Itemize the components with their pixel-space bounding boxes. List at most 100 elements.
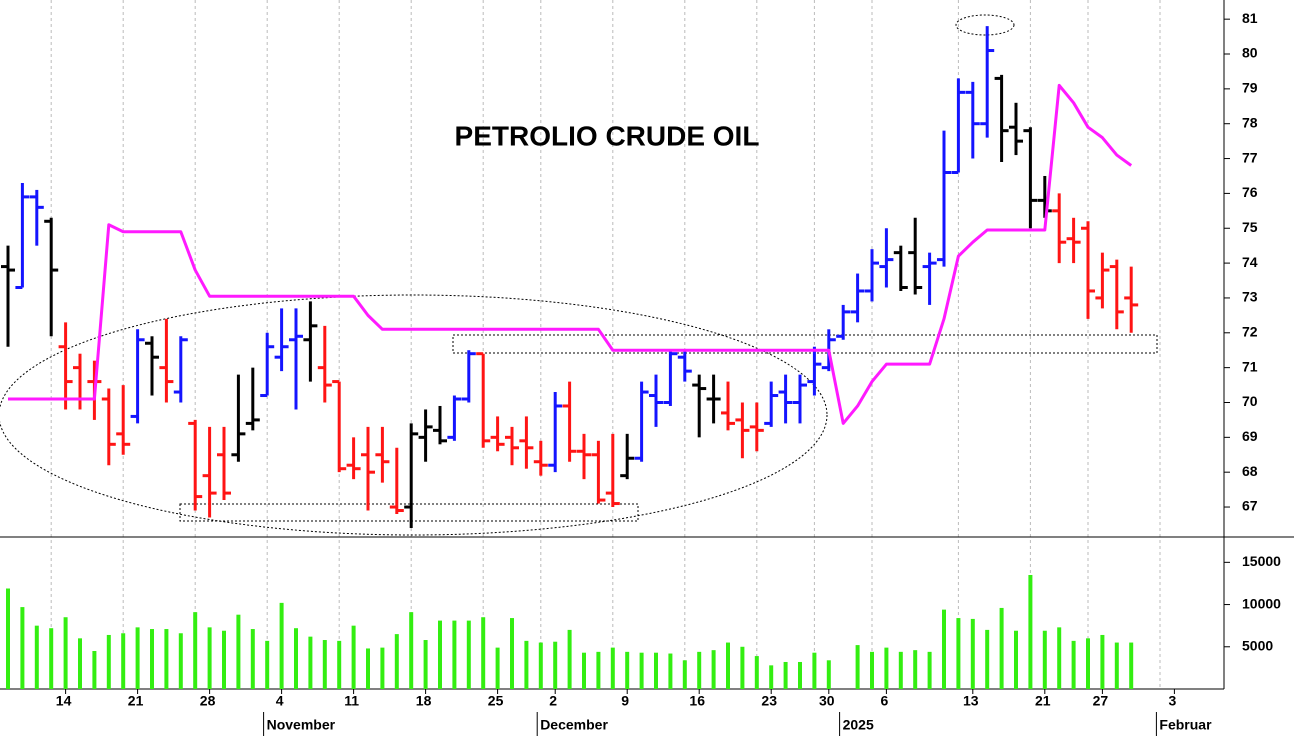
month-label: Februar [1159, 717, 1212, 733]
x-tick-label: 21 [128, 693, 144, 709]
volume-bar [682, 660, 687, 689]
x-tick-label: 14 [56, 693, 72, 709]
volume-bar [985, 629, 990, 689]
volume-bar [106, 634, 111, 689]
x-tick-label: 16 [689, 693, 705, 709]
annotation-ellipse [955, 14, 1015, 36]
volume-bar [754, 656, 759, 689]
y-tick-label: 71 [1242, 358, 1258, 374]
y-tick-label: 69 [1242, 428, 1258, 444]
volume-bar [798, 661, 802, 689]
volume-bar [625, 651, 630, 689]
volume-bar [63, 617, 68, 689]
y-tick-label: 78 [1242, 114, 1258, 130]
month-label: December [540, 717, 608, 733]
x-tick-label: 2 [549, 693, 557, 709]
volume-bar [1057, 627, 1062, 689]
y-tick-label: 73 [1242, 289, 1258, 305]
y-tick-label: 10000 [1242, 595, 1281, 611]
volume-bar [6, 588, 10, 689]
annotation-ellipse [0, 294, 828, 536]
volume-bar [654, 652, 658, 689]
volume-bar [812, 652, 817, 689]
volume-bar [942, 609, 946, 689]
x-tick-label: 23 [761, 693, 777, 709]
volume-bar [351, 625, 356, 689]
y-tick-label: 5000 [1242, 637, 1273, 653]
volume-bar [726, 642, 730, 689]
volume-bar [927, 651, 932, 689]
volume-bar [783, 661, 788, 689]
x-tick-label: 9 [621, 693, 629, 709]
month-label: 2025 [843, 717, 874, 733]
volume-bar [668, 653, 673, 689]
volume-bar [222, 630, 226, 689]
volume-bar [884, 647, 889, 689]
volume-bar [380, 647, 385, 689]
volume-bar [538, 642, 543, 689]
volume-bar [740, 646, 745, 689]
volume-bar [466, 620, 471, 689]
volume-bar [970, 618, 975, 689]
volume-bar [409, 612, 414, 689]
volume-bar [150, 629, 154, 689]
volume-bar [639, 652, 644, 689]
annotation-box [452, 334, 1158, 354]
volume-bar [322, 640, 327, 689]
volume-bar [711, 650, 716, 689]
x-tick-label: 30 [819, 693, 835, 709]
volume-bar [855, 645, 860, 689]
volume-bar [567, 629, 572, 689]
volume-bar [423, 640, 428, 689]
volume-bar [452, 620, 457, 689]
volume-bar [337, 640, 342, 689]
y-tick-label: 75 [1242, 219, 1258, 235]
x-tick-label: 28 [200, 693, 216, 709]
volume-bar [20, 607, 25, 689]
volume-bar [1028, 575, 1033, 689]
volume-bar [49, 628, 54, 689]
volume-bar [1014, 630, 1018, 689]
volume-bar [999, 607, 1004, 689]
volume-bar [898, 651, 903, 689]
volume-bar [92, 651, 97, 689]
volume-bar [193, 612, 198, 689]
volume-bar [769, 665, 774, 689]
volume-bar [394, 634, 399, 689]
volume-bar [135, 627, 140, 689]
volume-bar [438, 620, 442, 689]
x-tick-label: 18 [416, 693, 432, 709]
volume-bar [121, 633, 126, 689]
volume-bar [308, 636, 313, 689]
volume-bar [279, 602, 284, 689]
x-tick-label: 3 [1169, 693, 1177, 709]
volume-bar [582, 652, 586, 689]
volume-bar [265, 640, 270, 689]
y-tick-label: 79 [1242, 80, 1258, 96]
x-tick-label: 6 [881, 693, 889, 709]
y-tick-label: 15000 [1242, 553, 1281, 569]
volume-bar [524, 640, 529, 689]
grid-layer [50, 0, 1161, 689]
x-tick-label: 4 [276, 693, 284, 709]
volume-bar [250, 629, 255, 689]
volume-bar [956, 618, 961, 689]
x-tick-label: 27 [1093, 693, 1109, 709]
y-tick-label: 67 [1242, 498, 1258, 514]
x-tick-label: 21 [1035, 693, 1051, 709]
volume-bar [495, 647, 500, 689]
indicator-line [8, 83, 1133, 425]
volume-bar [1086, 638, 1090, 689]
volume-bar [1071, 640, 1076, 689]
volume-bar [366, 648, 370, 689]
volume-bar [236, 614, 241, 689]
y-tick-label: 74 [1242, 254, 1258, 270]
volume-bar [207, 627, 212, 689]
volume-bar [913, 650, 918, 689]
y-tick-label: 70 [1242, 393, 1258, 409]
volume-bar [697, 651, 702, 689]
y-tick-label: 72 [1242, 323, 1258, 339]
month-label: November [267, 717, 336, 733]
chart-title: PETROLIO CRUDE OIL [455, 120, 760, 151]
